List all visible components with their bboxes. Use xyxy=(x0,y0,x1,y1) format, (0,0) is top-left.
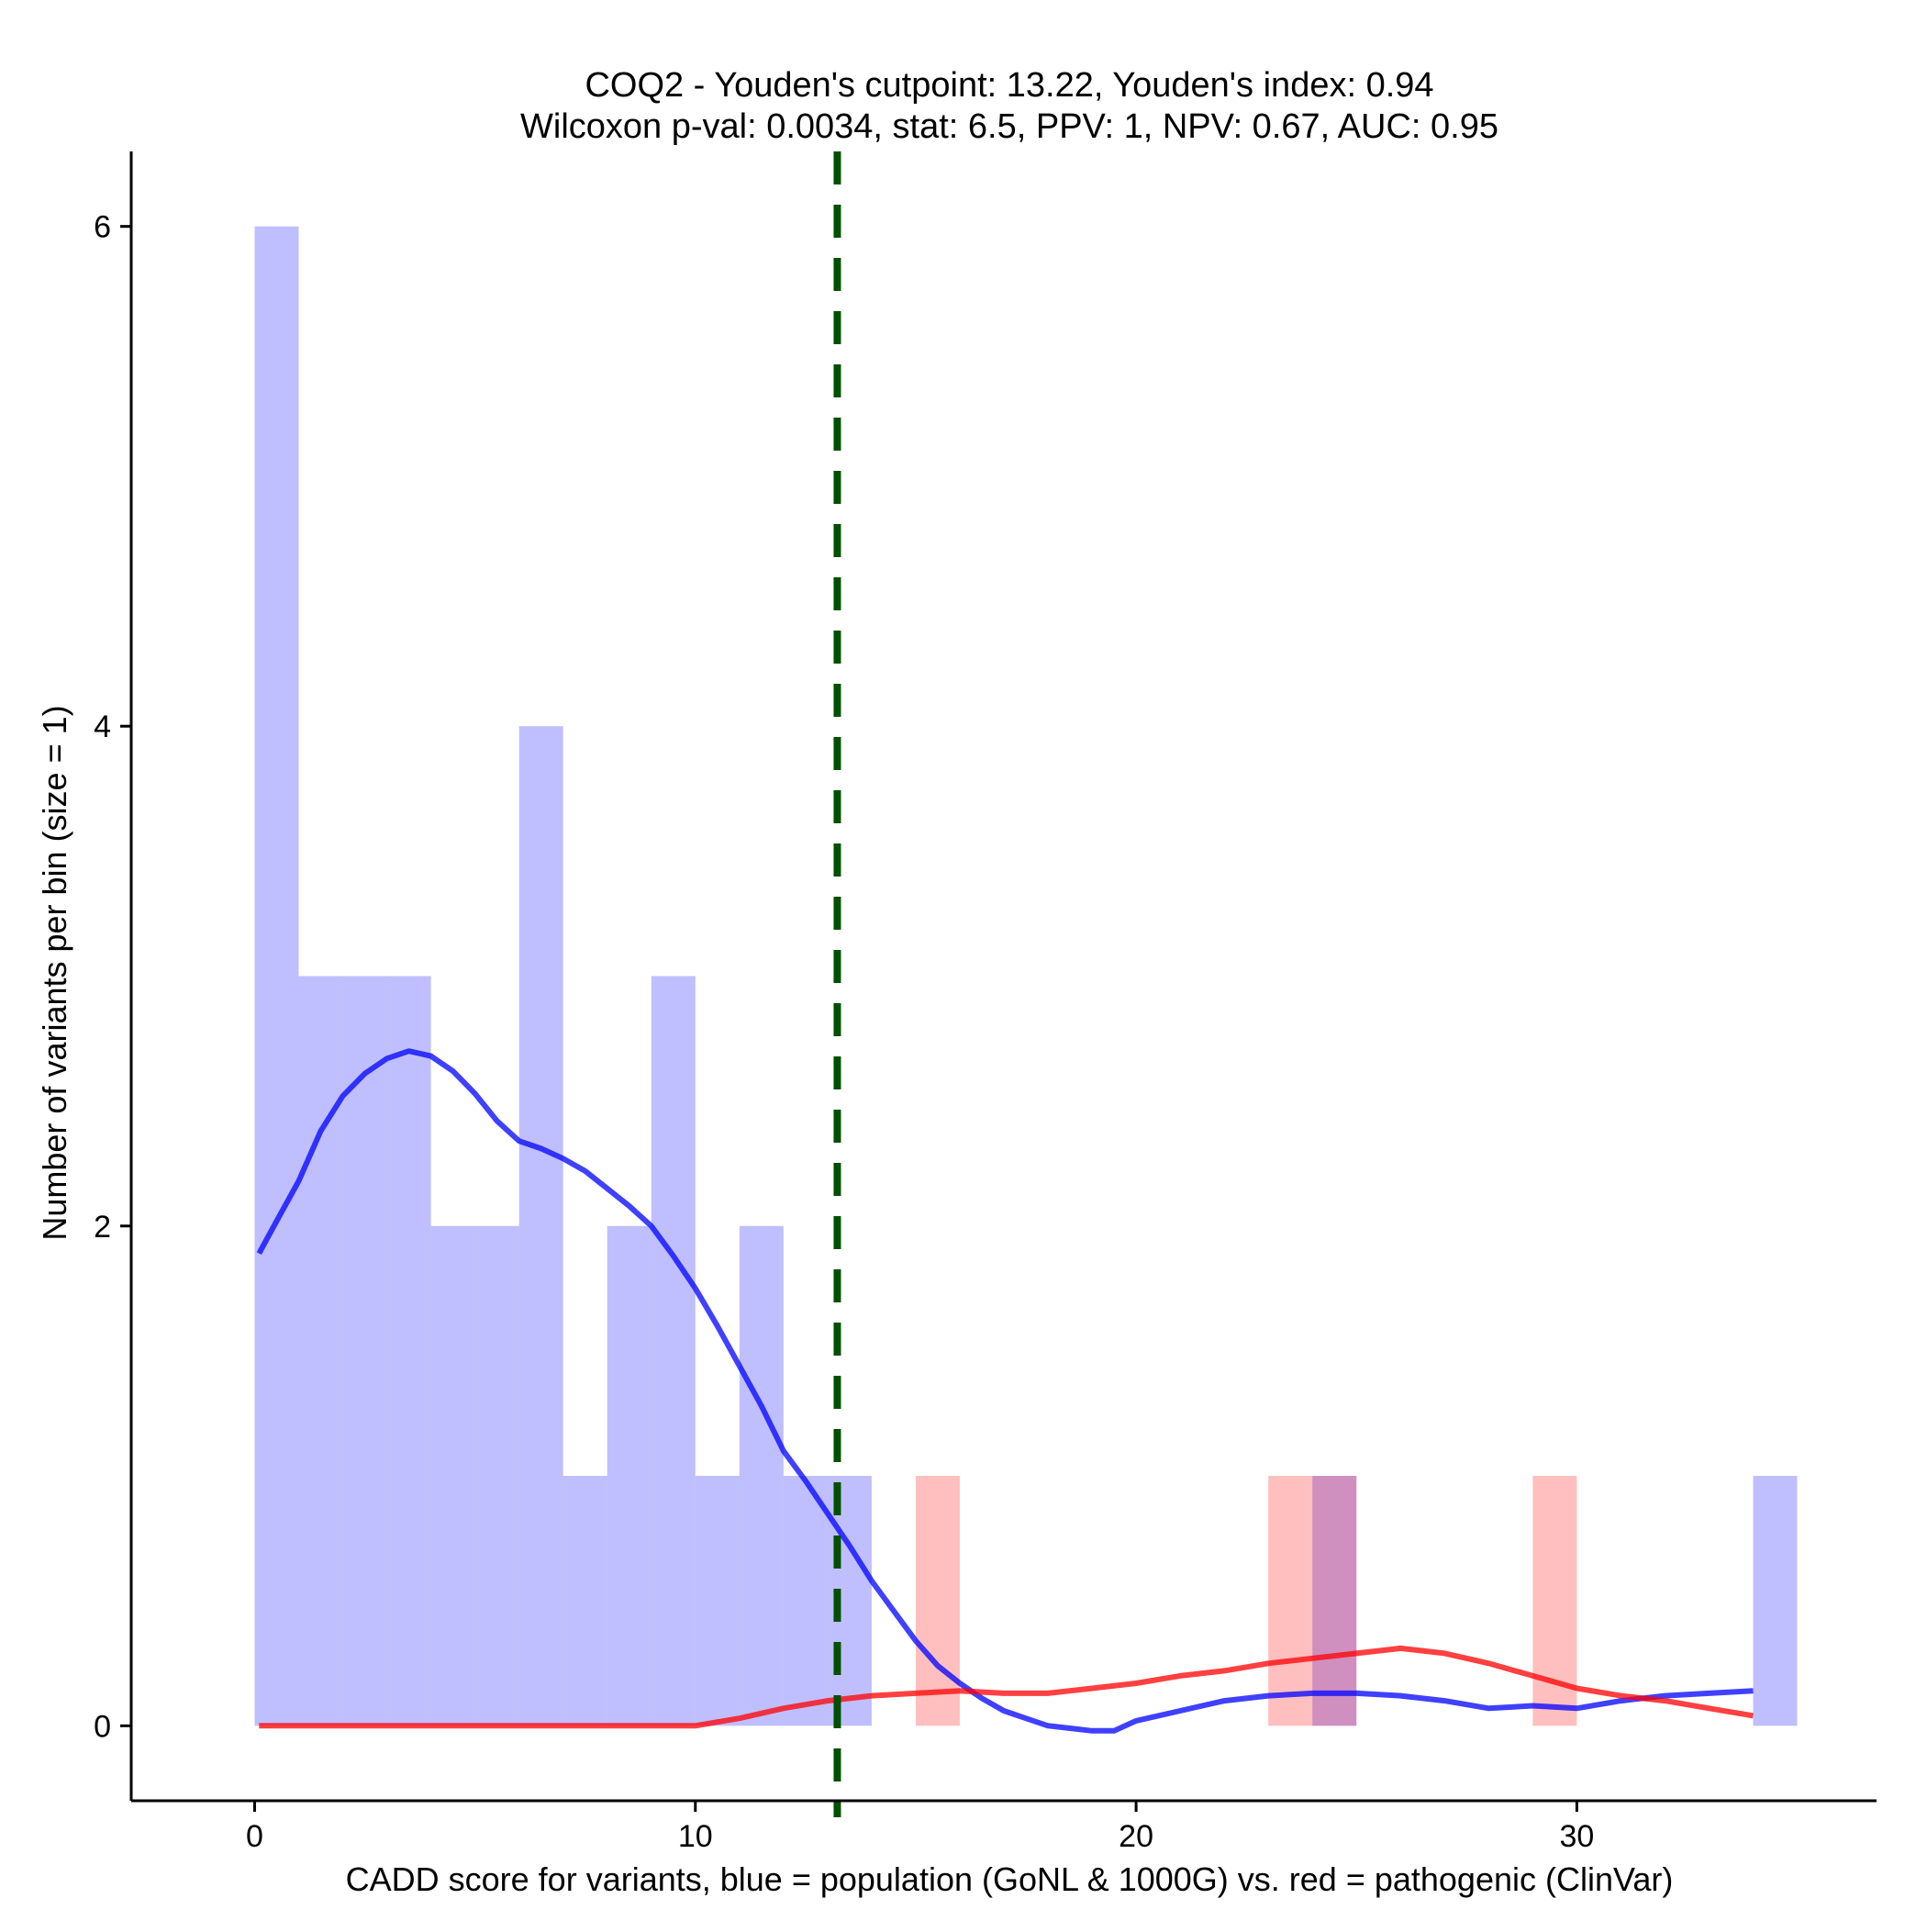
y-tick-label: 2 xyxy=(94,1210,111,1245)
pathogenic-density-curve xyxy=(259,1645,1754,1729)
histogram-bars xyxy=(254,226,1798,1726)
population-bar-2 xyxy=(342,976,387,1726)
population-bar-0 xyxy=(254,226,299,1726)
y-axis-label: Number of variants per bin (size = 1) xyxy=(36,705,73,1240)
y-tick-label: 4 xyxy=(94,709,111,744)
population-bar-10 xyxy=(695,1476,740,1726)
population-bar-1 xyxy=(298,976,343,1726)
y-tick-label: 0 xyxy=(94,1709,111,1744)
population-bar-6 xyxy=(518,726,563,1726)
population-bar-11 xyxy=(739,1225,784,1726)
x-tick-label: 20 xyxy=(1119,1819,1153,1854)
population-density-curve xyxy=(256,1048,1754,1734)
population-bar-24 xyxy=(1312,1476,1357,1726)
density-curves xyxy=(256,1048,1754,1734)
tick-labels: 0 10 20 30 0 2 4 6 xyxy=(94,210,1594,1854)
population-bar-5 xyxy=(474,1225,519,1726)
y-tick-label: 6 xyxy=(94,210,111,245)
x-tick-label: 10 xyxy=(678,1819,713,1854)
x-tick-label: 30 xyxy=(1559,1819,1594,1854)
population-bar-7 xyxy=(563,1476,607,1726)
axes xyxy=(120,151,1877,1812)
pathogenic-bar-15 xyxy=(915,1476,960,1726)
population-bar-8 xyxy=(607,1225,652,1726)
chart-subtitle: Wilcoxon p-val: 0.0034, stat: 6.5, PPV: … xyxy=(520,107,1498,146)
population-bar-9 xyxy=(651,976,696,1726)
chart-title: COQ2 - Youden's cutpoint: 13.22, Youden'… xyxy=(585,66,1433,105)
population-bar-34 xyxy=(1753,1476,1798,1726)
pathogenic-bar-23 xyxy=(1268,1476,1313,1726)
population-bar-3 xyxy=(386,976,431,1726)
x-tick-label: 0 xyxy=(246,1819,263,1854)
population-bar-4 xyxy=(430,1225,475,1726)
pathogenic-bar-24 xyxy=(1312,1476,1357,1726)
x-axis-label: CADD score for variants, blue = populati… xyxy=(346,1860,1674,1898)
population-bar-12 xyxy=(783,1476,828,1726)
